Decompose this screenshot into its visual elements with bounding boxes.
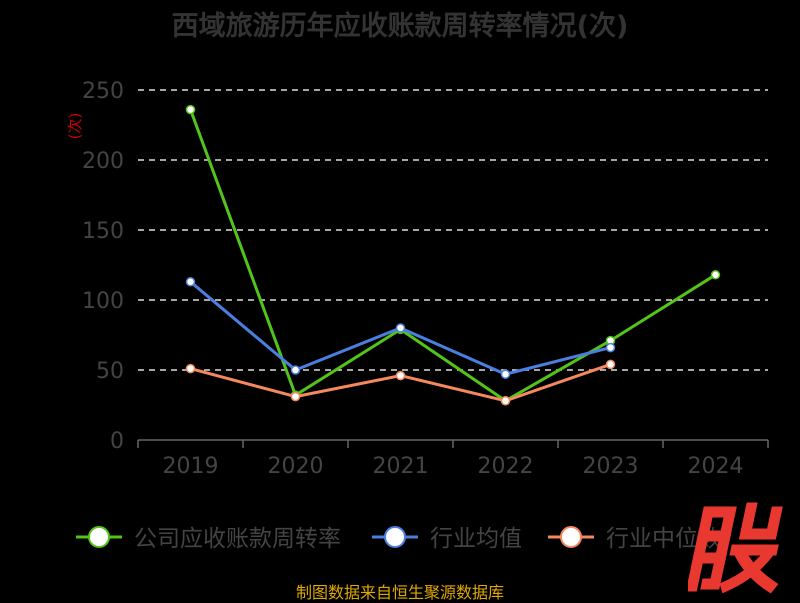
legend-item[interactable]: 行业均值 <box>372 526 522 552</box>
series-lines <box>185 104 721 406</box>
data-source-footer: 制图数据来自恒生聚源数据库 <box>295 583 504 602</box>
x-tick-label: 2023 <box>583 454 639 479</box>
y-tick-label: 0 <box>110 429 124 454</box>
y-tick-label: 200 <box>82 149 124 174</box>
data-point[interactable] <box>290 391 301 402</box>
data-point[interactable] <box>290 365 301 375</box>
x-tick-label: 2020 <box>268 454 324 479</box>
x-tick-label: 2019 <box>163 454 219 479</box>
data-point[interactable] <box>605 342 616 353</box>
legend-dot-marker <box>88 526 110 548</box>
x-tick-label: 2021 <box>373 454 429 479</box>
x-tick-label: 2024 <box>688 454 744 479</box>
series-line <box>189 109 717 403</box>
data-point[interactable] <box>605 359 616 370</box>
data-point[interactable] <box>500 369 511 379</box>
data-point[interactable] <box>395 370 406 381</box>
grid-lines <box>138 89 768 371</box>
legend-label: 公司应收账款周转率 <box>134 526 341 552</box>
series-2 <box>185 277 616 379</box>
stock-logo-watermark <box>688 502 783 594</box>
axes: 0 50 100 150 200 250 (次) 2019 2020 2021 2022 2023 20… <box>66 79 769 479</box>
y-tick-label: 100 <box>82 289 124 314</box>
data-point[interactable] <box>395 323 406 333</box>
y-tick-label: 150 <box>82 219 124 244</box>
y-tick-label: 250 <box>82 79 124 104</box>
data-point[interactable] <box>185 363 196 374</box>
data-point[interactable] <box>185 277 196 287</box>
data-point[interactable] <box>710 270 721 280</box>
y-tick-label: 50 <box>96 359 124 384</box>
legend-dot-marker <box>560 526 582 548</box>
data-point[interactable] <box>500 396 511 406</box>
legend-label: 行业均值 <box>430 526 522 552</box>
legend-dot-marker <box>384 526 406 548</box>
chart-title: 西域旅游历年应收账款周转率情况(次) <box>171 11 629 42</box>
series-3 <box>185 359 616 406</box>
legend-item[interactable]: 公司应收账款周转率 <box>76 526 341 552</box>
legend: 公司应收账款周转率 行业均值 行业中位数 <box>76 526 721 552</box>
y-axis-unit-label: (次) <box>66 113 84 140</box>
data-point[interactable] <box>185 104 196 115</box>
x-tick-label: 2022 <box>478 454 534 479</box>
series-1 <box>185 104 721 406</box>
